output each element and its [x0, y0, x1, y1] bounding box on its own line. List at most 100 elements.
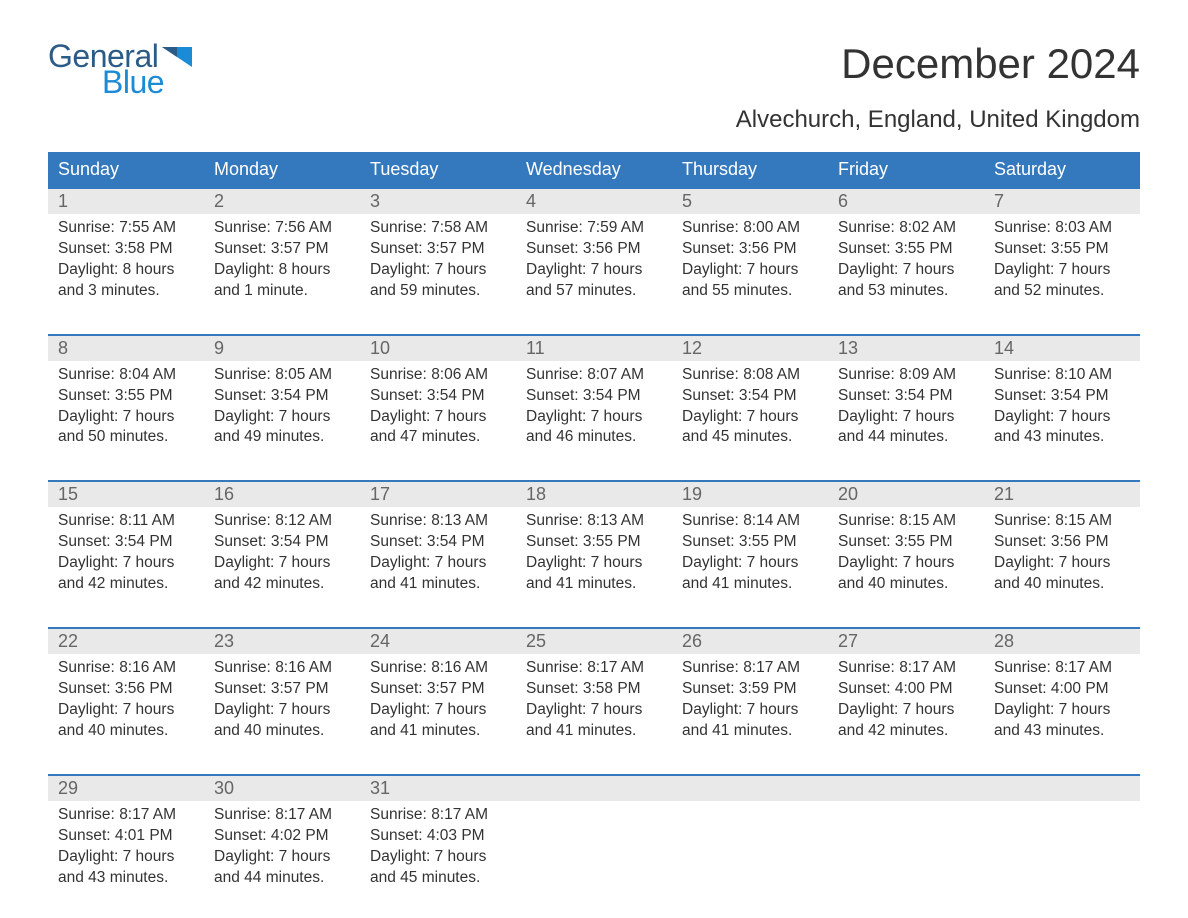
- day-number: 5: [672, 189, 828, 214]
- day-cell: [516, 801, 672, 897]
- sunset-label: Sunset:: [526, 533, 579, 550]
- day-number: 15: [48, 482, 204, 507]
- day-number: 22: [48, 629, 204, 654]
- daylight-label: Daylight:: [58, 408, 118, 425]
- calendar-week: 891011121314Sunrise: 8:04 AMSunset: 3:55…: [48, 334, 1140, 457]
- sunset-value: 3:56 PM: [1051, 533, 1109, 550]
- sunset-label: Sunset:: [994, 387, 1047, 404]
- sunrise-value: 8:12 AM: [275, 512, 332, 529]
- sunset-label: Sunset:: [214, 533, 267, 550]
- sunset-line: Sunset: 3:54 PM: [994, 386, 1130, 407]
- sunrise-label: Sunrise:: [838, 512, 895, 529]
- sunrise-line: Sunrise: 8:15 AM: [994, 511, 1130, 532]
- sunrise-line: Sunrise: 8:05 AM: [214, 365, 350, 386]
- sunset-label: Sunset:: [526, 387, 579, 404]
- sunrise-value: 8:17 AM: [119, 806, 176, 823]
- sunset-value: 3:56 PM: [739, 240, 797, 257]
- sunset-line: Sunset: 4:02 PM: [214, 826, 350, 847]
- day-number: 21: [984, 482, 1140, 507]
- sunset-value: 3:55 PM: [895, 240, 953, 257]
- day-cell: Sunrise: 7:56 AMSunset: 3:57 PMDaylight:…: [204, 214, 360, 310]
- sunrise-line: Sunrise: 8:12 AM: [214, 511, 350, 532]
- day-cell: Sunrise: 8:13 AMSunset: 3:54 PMDaylight:…: [360, 507, 516, 603]
- sunrise-value: 7:55 AM: [119, 219, 176, 236]
- sunrise-label: Sunrise:: [370, 512, 427, 529]
- daylight-label: Daylight:: [838, 701, 898, 718]
- daylight-label: Daylight:: [370, 848, 430, 865]
- sunset-line: Sunset: 3:54 PM: [370, 386, 506, 407]
- sunset-line: Sunset: 3:56 PM: [526, 239, 662, 260]
- sunrise-label: Sunrise:: [58, 219, 115, 236]
- sunrise-label: Sunrise:: [526, 219, 583, 236]
- daylight-label: Daylight:: [526, 408, 586, 425]
- sunrise-value: 8:16 AM: [275, 659, 332, 676]
- daylight-line: Daylight: 7 hours and 42 minutes.: [58, 553, 194, 595]
- sunrise-line: Sunrise: 8:06 AM: [370, 365, 506, 386]
- sunset-value: 3:54 PM: [895, 387, 953, 404]
- day-cell: [828, 801, 984, 897]
- day-body-row: Sunrise: 7:55 AM Sunset: 3:58 PM Daylight:…: [48, 214, 1140, 310]
- day-body-row: Sunrise: 8:04 AMSunset: 3:55 PMDaylight:…: [48, 361, 1140, 457]
- sunrise-value: 8:10 AM: [1055, 366, 1112, 383]
- sunset-label: Sunset:: [682, 533, 735, 550]
- daylight-line: Daylight: 7 hours and 40 minutes.: [994, 553, 1130, 595]
- sunrise-line: Sunrise: 8:17 AM: [994, 658, 1130, 679]
- sunset-label: Sunset:: [682, 680, 735, 697]
- day-number: [984, 776, 1140, 801]
- day-number: 9: [204, 336, 360, 361]
- calendar-week: 22232425262728Sunrise: 8:16 AMSunset: 3:…: [48, 627, 1140, 750]
- sunset-value: 3:58 PM: [115, 240, 173, 257]
- day-cell: Sunrise: 8:15 AMSunset: 3:56 PMDaylight:…: [984, 507, 1140, 603]
- daylight-line: Daylight: 8 hours and 1 minute.: [214, 260, 350, 302]
- sunrise-label: Sunrise:: [214, 366, 271, 383]
- day-cell: Sunrise: 8:17 AMSunset: 4:00 PMDaylight:…: [828, 654, 984, 750]
- sunset-line: Sunset: 3:57 PM: [214, 679, 350, 700]
- sunrise-value: 8:00 AM: [743, 219, 800, 236]
- sunset-label: Sunset:: [682, 240, 735, 257]
- sunrise-value: 8:05 AM: [275, 366, 332, 383]
- daylight-line: Daylight: 7 hours and 40 minutes.: [214, 700, 350, 742]
- sunrise-label: Sunrise:: [526, 366, 583, 383]
- sunset-value: 3:55 PM: [115, 387, 173, 404]
- daylight-line: Daylight: 7 hours and 41 minutes.: [682, 700, 818, 742]
- sunset-value: 4:01 PM: [115, 827, 173, 844]
- sunset-label: Sunset:: [994, 240, 1047, 257]
- sunrise-label: Sunrise:: [214, 512, 271, 529]
- day-cell: Sunrise: 8:16 AMSunset: 3:57 PMDaylight:…: [360, 654, 516, 750]
- sunset-value: 4:00 PM: [895, 680, 953, 697]
- day-number: 8: [48, 336, 204, 361]
- sunrise-line: Sunrise: 8:07 AM: [526, 365, 662, 386]
- daylight-line: Daylight: 7 hours and 41 minutes.: [370, 553, 506, 595]
- day-number: [828, 776, 984, 801]
- daylight-label: Daylight:: [214, 554, 274, 571]
- daylight-label: Daylight:: [994, 408, 1054, 425]
- daylight-label: Daylight:: [370, 554, 430, 571]
- day-cell: Sunrise: 8:06 AMSunset: 3:54 PMDaylight:…: [360, 361, 516, 457]
- daylight-line: Daylight: 7 hours and 41 minutes.: [526, 553, 662, 595]
- sunset-label: Sunset:: [682, 387, 735, 404]
- header: General Blue December 2024: [48, 40, 1140, 98]
- sunrise-label: Sunrise:: [838, 219, 895, 236]
- sunrise-value: 7:58 AM: [431, 219, 488, 236]
- sunrise-label: Sunrise:: [370, 659, 427, 676]
- sunrise-label: Sunrise:: [682, 219, 739, 236]
- sunset-line: Sunset: 4:00 PM: [994, 679, 1130, 700]
- daylight-label: Daylight:: [58, 261, 118, 278]
- daylight-line: Daylight: 7 hours and 53 minutes.: [838, 260, 974, 302]
- day-cell: Sunrise: 8:14 AMSunset: 3:55 PMDaylight:…: [672, 507, 828, 603]
- sunset-label: Sunset:: [58, 533, 111, 550]
- day-number-row: 15161718192021: [48, 482, 1140, 507]
- sunset-line: Sunset: 3:54 PM: [58, 532, 194, 553]
- day-number: 4: [516, 189, 672, 214]
- day-cell: Sunrise: 8:05 AMSunset: 3:54 PMDaylight:…: [204, 361, 360, 457]
- sunrise-value: 8:02 AM: [899, 219, 956, 236]
- daylight-line: Daylight: 7 hours and 50 minutes.: [58, 407, 194, 449]
- sunrise-value: 8:03 AM: [1055, 219, 1112, 236]
- sunset-value: 3:54 PM: [427, 533, 485, 550]
- sunrise-value: 8:11 AM: [119, 512, 175, 529]
- calendar-table: SundayMondayTuesdayWednesdayThursdayFrid…: [48, 152, 1140, 896]
- daylight-label: Daylight:: [838, 554, 898, 571]
- sunset-label: Sunset:: [58, 240, 111, 257]
- weekday-header: Wednesday: [516, 152, 672, 187]
- sunrise-value: 7:56 AM: [275, 219, 332, 236]
